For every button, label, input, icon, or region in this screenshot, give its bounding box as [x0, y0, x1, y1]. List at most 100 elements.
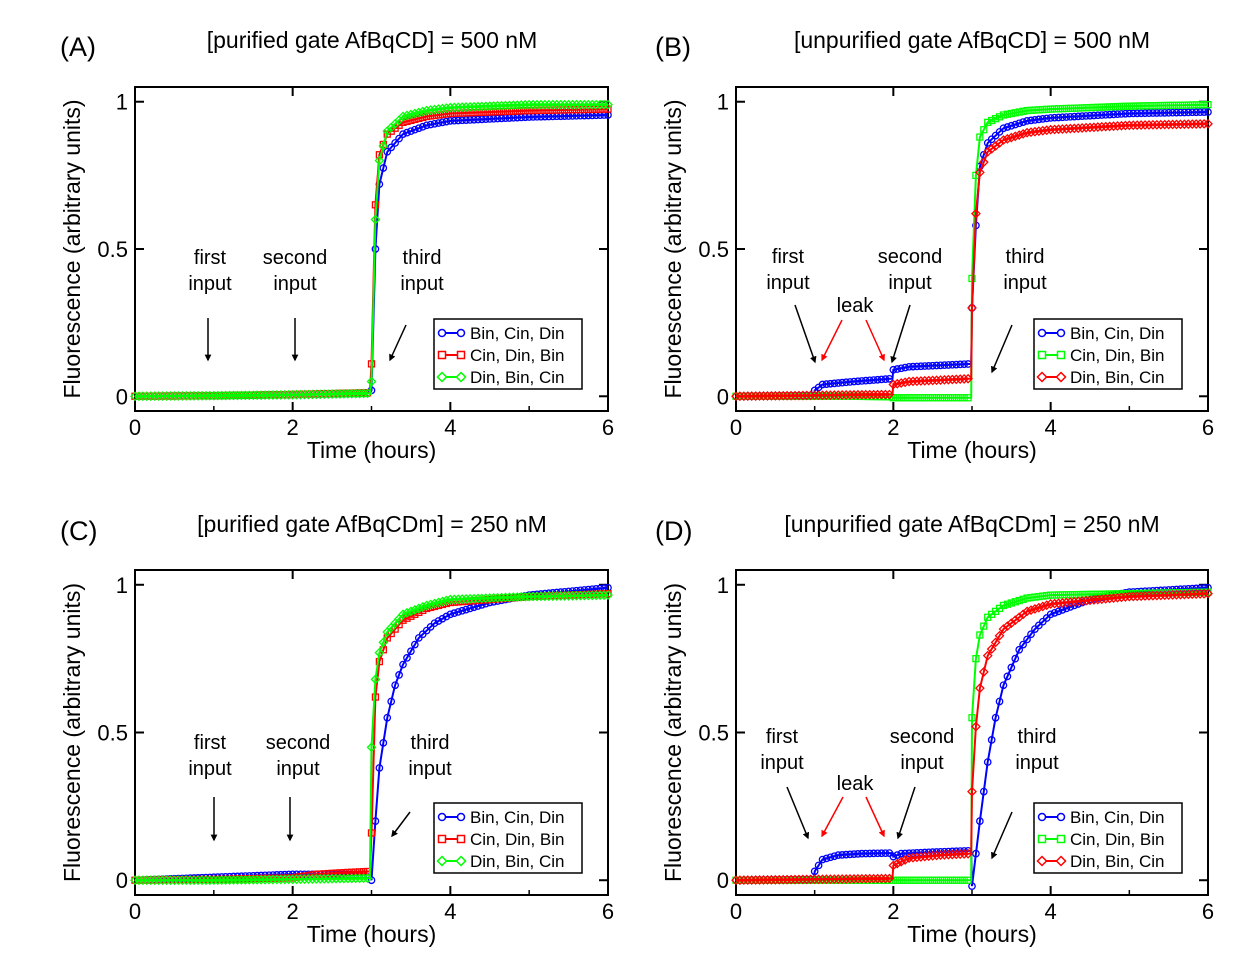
data-point: [201, 390, 211, 401]
data-point: [137, 875, 148, 886]
data-point: [1155, 119, 1166, 130]
legend-marker: [1037, 834, 1047, 844]
data-point: [1133, 102, 1141, 110]
data-point: [488, 101, 499, 111]
legend-marker: [455, 855, 467, 867]
data-point: [516, 591, 527, 602]
data-point: [913, 362, 921, 371]
data-point: [742, 391, 753, 402]
data-point: [856, 389, 867, 400]
data-point: [1155, 590, 1166, 601]
data-point: [340, 868, 348, 877]
data-point: [1054, 113, 1063, 122]
data-point: [1015, 596, 1023, 605]
data-point: [486, 108, 494, 116]
data-point: [480, 101, 491, 112]
data-point: [358, 873, 369, 884]
data-point: [216, 390, 227, 401]
data-point: [461, 594, 472, 604]
data-point: [1129, 102, 1137, 110]
data-point: [738, 391, 749, 402]
legend-marker: [1037, 350, 1047, 360]
data-point: [947, 849, 958, 860]
data-point: [927, 850, 938, 861]
data-point: [972, 654, 980, 663]
data-point: [1171, 589, 1182, 600]
data-point: [362, 388, 373, 399]
data-point: [1195, 119, 1206, 129]
data-point: [465, 101, 475, 112]
data-point: [893, 851, 902, 859]
data-point: [583, 99, 594, 110]
data-point: [821, 874, 832, 885]
data-point: [1092, 594, 1103, 605]
data-point: [1027, 593, 1035, 602]
data-point: [193, 390, 203, 401]
data-point: [1031, 106, 1039, 114]
data-point: [925, 394, 933, 402]
data-point: [588, 105, 596, 114]
data-point: [896, 378, 907, 388]
data-point: [1023, 117, 1031, 125]
data-point: [411, 640, 419, 649]
y-tick-label: 0: [717, 868, 729, 893]
data-point: [244, 874, 255, 885]
data-point: [1145, 109, 1153, 117]
third-input-arrow: [991, 324, 1013, 374]
data-point: [956, 360, 965, 369]
data-point: [478, 115, 486, 124]
data-point: [1113, 110, 1122, 119]
data-point: [1104, 121, 1115, 132]
x-axis-label: Time (hours): [307, 921, 437, 947]
data-point: [422, 121, 431, 130]
data-point: [1043, 591, 1051, 600]
data-point: [575, 590, 586, 601]
data-point: [177, 875, 188, 886]
data-point: [876, 873, 887, 884]
data-point: [370, 674, 381, 685]
data-point: [580, 105, 588, 114]
data-point: [790, 874, 800, 885]
series-markers: [130, 590, 613, 886]
data-point: [994, 138, 1005, 148]
data-point: [1078, 104, 1086, 112]
data-point: [551, 99, 562, 110]
data-point: [995, 113, 1004, 121]
data-point: [387, 697, 396, 706]
data-point: [595, 99, 606, 110]
data-point: [889, 852, 898, 861]
data-point: [1109, 103, 1118, 111]
panel-c: (C) [purified gate AfBqCDm] = 250 nM 0 2 4…: [59, 511, 614, 947]
data-point: [858, 377, 866, 385]
data-point: [1116, 592, 1127, 603]
data-point: [1030, 603, 1040, 614]
data-point: [1057, 597, 1068, 608]
data-point: [1128, 591, 1139, 602]
data-point: [854, 850, 862, 858]
data-point: [450, 109, 458, 118]
data-point: [1070, 112, 1079, 121]
data-point: [425, 599, 436, 610]
data-point: [909, 394, 917, 402]
data-point: [465, 593, 475, 604]
data-point: [864, 389, 875, 400]
data-point: [417, 602, 428, 612]
data-point: [1204, 583, 1212, 592]
data-point: [1108, 593, 1119, 603]
data-point: [1179, 119, 1190, 130]
data-point: [860, 873, 871, 884]
data-point: [378, 140, 389, 151]
data-point: [754, 875, 765, 885]
data-point: [395, 621, 403, 629]
data-point: [948, 394, 956, 402]
data-point: [466, 604, 474, 613]
data-point: [830, 852, 839, 861]
data-point: [1082, 112, 1090, 120]
data-point: [189, 390, 200, 401]
data-point: [1101, 110, 1110, 119]
x-tick-label: 4: [444, 415, 456, 440]
data-point: [528, 99, 539, 110]
data-point: [929, 394, 937, 402]
data-point: [947, 374, 958, 385]
data-point: [995, 697, 1004, 706]
